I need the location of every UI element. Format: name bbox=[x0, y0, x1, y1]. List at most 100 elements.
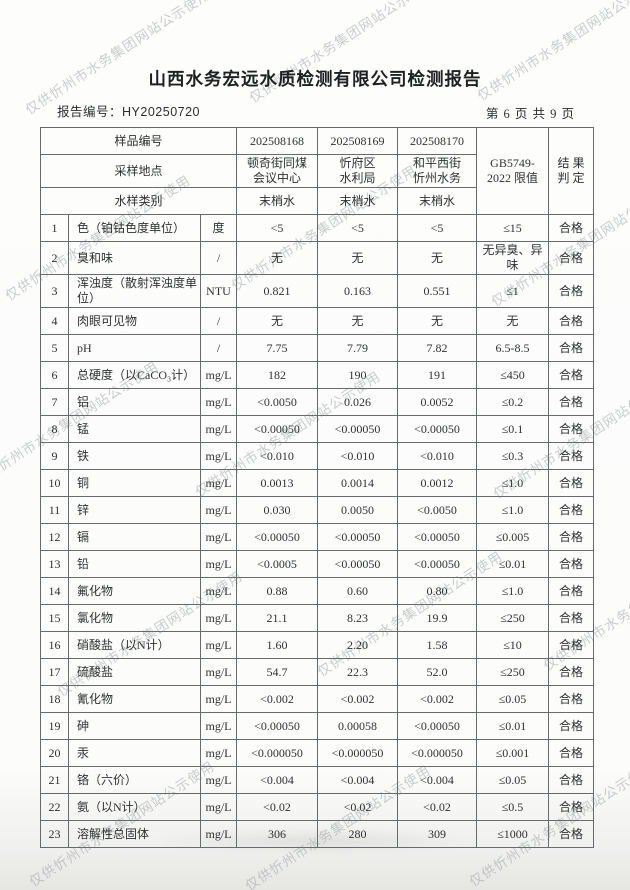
value-sample-3: <0.000050 bbox=[397, 739, 477, 767]
value-sample-2: 0.00058 bbox=[317, 712, 398, 740]
value-sample-3: 0.0052 bbox=[397, 388, 477, 416]
sample-no-3: 202508170 bbox=[397, 127, 477, 155]
table-row: 3 浑浊度（散射浑浊度单位） NTU 0.821 0.163 0.551 ≤1 合格 bbox=[40, 274, 594, 308]
table-row: 8 锰 mg/L <0.00050 <0.00050 <0.00050 ≤0.1 合格 bbox=[40, 415, 594, 443]
item-name: 镉 bbox=[68, 523, 201, 551]
result-judgment: 合格 bbox=[548, 274, 594, 308]
limit-value: ≤0.5 bbox=[476, 793, 549, 821]
value-sample-3: <0.00050 bbox=[397, 523, 477, 551]
item-name: 氨（以N计） bbox=[68, 793, 201, 821]
water-type-2: 末梢水 bbox=[317, 187, 398, 215]
limit-value: ≤250 bbox=[476, 604, 549, 632]
row-index: 12 bbox=[40, 523, 69, 551]
table-row: 4 肉眼可见物 / 无无无无合格 bbox=[40, 307, 594, 335]
result-judgment: 合格 bbox=[548, 685, 594, 713]
table-row: 23 溶解性总固体 mg/L 306 280 309 ≤1000 合格 bbox=[40, 820, 594, 848]
table-row: 6 总硬度（以CaCO₃计） mg/L 182 190 191 ≤450 合格 bbox=[40, 361, 594, 389]
value-sample-3: 0.0012 bbox=[397, 469, 477, 497]
item-unit: mg/L bbox=[200, 469, 237, 497]
item-name: 铅 bbox=[68, 550, 201, 578]
item-unit: mg/L bbox=[200, 658, 237, 686]
limit-value: ≤1 bbox=[476, 274, 549, 308]
row-index: 18 bbox=[40, 685, 69, 713]
item-unit: mg/L bbox=[200, 712, 237, 740]
header-row-location: 采样地点 顿奇街同煤 会议中心 忻府区 水利局 和平西街 忻州水务 bbox=[40, 154, 594, 188]
row-index: 21 bbox=[40, 766, 69, 794]
results-table-header: 样品编号 202508168 202508169 202508170 GB574… bbox=[40, 127, 594, 215]
value-sample-1: 0.88 bbox=[236, 577, 318, 605]
sample-no-1: 202508168 bbox=[236, 127, 318, 155]
water-type-1: 末梢水 bbox=[236, 187, 318, 215]
value-sample-2: 0.60 bbox=[317, 577, 398, 605]
result-judgment: 合格 bbox=[548, 214, 594, 242]
item-name: pH bbox=[68, 334, 201, 362]
location-2: 忻府区 水利局 bbox=[317, 154, 398, 188]
result-judgment: 合格 bbox=[548, 388, 594, 416]
item-unit: / bbox=[200, 241, 237, 275]
item-name: 硫酸盐 bbox=[68, 658, 201, 686]
table-row: 10 铜 mg/L 0.0013 0.0014 0.0012 ≤1.0 合格 bbox=[40, 469, 594, 497]
row-index: 23 bbox=[40, 820, 69, 848]
value-sample-1: 0.0013 bbox=[236, 469, 318, 497]
item-unit: mg/L bbox=[200, 793, 237, 821]
row-index: 9 bbox=[40, 442, 69, 470]
item-unit: mg/L bbox=[200, 388, 237, 416]
item-name: 锰 bbox=[68, 415, 201, 443]
row-index: 11 bbox=[40, 496, 69, 524]
location-1: 顿奇街同煤 会议中心 bbox=[236, 154, 318, 188]
limit-value: ≤10 bbox=[476, 631, 549, 659]
table-row: 20 汞 mg/L <0.000050 <0.000050 <0.000050 ≤0.001… bbox=[40, 739, 594, 767]
limit-value: ≤0.05 bbox=[476, 685, 549, 713]
row-index: 15 bbox=[40, 604, 69, 632]
value-sample-1: 7.75 bbox=[236, 334, 318, 362]
item-unit: mg/L bbox=[200, 577, 237, 605]
item-unit: mg/L bbox=[200, 496, 237, 524]
table-row: 18 氰化物 mg/L <0.002 <0.002 <0.002 ≤0.05 合格 bbox=[40, 685, 594, 713]
item-unit: mg/L bbox=[200, 631, 237, 659]
value-sample-1: 182 bbox=[236, 361, 318, 389]
value-sample-3: <0.00050 bbox=[397, 712, 477, 740]
item-name: 肉眼可见物 bbox=[68, 307, 201, 335]
result-judgment: 合格 bbox=[548, 766, 594, 794]
value-sample-2: <0.010 bbox=[317, 442, 398, 470]
value-sample-3: 1.58 bbox=[397, 631, 477, 659]
result-judgment: 合格 bbox=[548, 523, 594, 551]
item-unit: mg/L bbox=[200, 766, 237, 794]
limit-value: ≤450 bbox=[476, 361, 549, 389]
item-name: 铁 bbox=[68, 442, 201, 470]
value-sample-3: <0.0050 bbox=[397, 496, 477, 524]
value-sample-1: 0.821 bbox=[236, 274, 318, 308]
row-index: 10 bbox=[40, 469, 69, 497]
location-3: 和平西街 忻州水务 bbox=[397, 154, 477, 188]
table-row: 13 铅 mg/L <0.0005 <0.00050 <0.00050 ≤0.01 合格 bbox=[40, 550, 594, 578]
table-row: 19 砷 mg/L <0.00050 0.00058 <0.00050 ≤0.01 合格 bbox=[40, 712, 594, 740]
row-index: 13 bbox=[40, 550, 69, 578]
report-number-label: 报告编号： bbox=[57, 105, 123, 119]
result-judgment: 合格 bbox=[548, 469, 594, 497]
value-sample-2: <0.004 bbox=[317, 766, 398, 794]
value-sample-1: 21.1 bbox=[236, 604, 318, 632]
value-sample-1: <0.000050 bbox=[236, 739, 318, 767]
item-unit: 度 bbox=[200, 214, 237, 242]
sample-no-2: 202508169 bbox=[317, 127, 398, 155]
value-sample-3: 52.0 bbox=[397, 658, 477, 686]
row-index: 1 bbox=[40, 214, 69, 242]
value-sample-2: <0.000050 bbox=[317, 739, 398, 767]
value-sample-1: <0.002 bbox=[236, 685, 318, 713]
sampling-location-label: 采样地点 bbox=[40, 154, 237, 188]
limit-value: 6.5-8.5 bbox=[476, 334, 549, 362]
value-sample-3: 19.9 bbox=[397, 604, 477, 632]
item-name: 浑浊度（散射浑浊度单位） bbox=[68, 274, 201, 308]
limit-value: ≤0.005 bbox=[476, 523, 549, 551]
value-sample-1: 无 bbox=[236, 307, 318, 335]
item-unit: NTU bbox=[200, 274, 237, 308]
water-type-3: 末梢水 bbox=[397, 187, 477, 215]
report-number-value: HY20250720 bbox=[122, 105, 200, 119]
report-number: 报告编号：HY20250720 bbox=[57, 101, 200, 120]
table-row: 1 色（铂钴色度单位）度 <5 <5 <5 ≤15 合格 bbox=[40, 214, 594, 242]
item-name: 总硬度（以CaCO₃计） bbox=[68, 361, 201, 389]
value-sample-1: <0.0050 bbox=[236, 388, 318, 416]
value-sample-3: <0.00050 bbox=[397, 550, 477, 578]
table-row: 7 铝 mg/L <0.0050 0.026 0.0052 ≤0.2 合格 bbox=[40, 388, 594, 416]
value-sample-1: <5 bbox=[236, 214, 318, 242]
